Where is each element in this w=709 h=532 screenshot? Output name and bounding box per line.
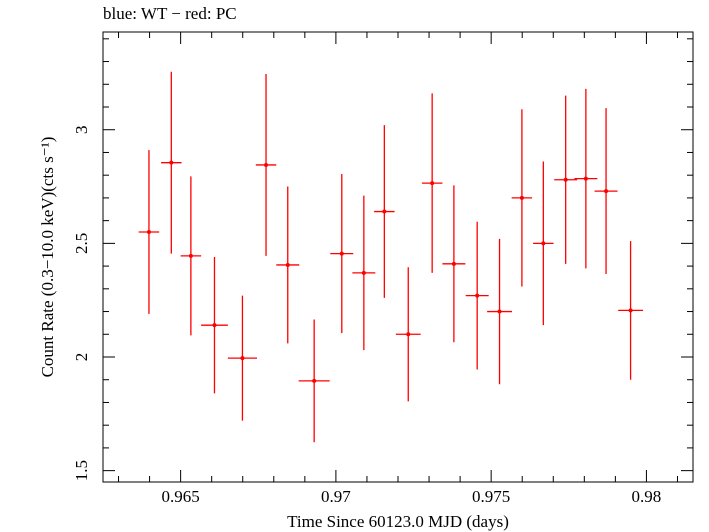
data-point — [487, 238, 512, 385]
point-marker — [240, 356, 245, 361]
point-marker — [541, 241, 546, 246]
y-tick-label: 3 — [72, 125, 91, 134]
chart-title: blue: WT − red: PC — [103, 4, 237, 23]
y-tick-label: 2.5 — [72, 233, 91, 254]
data-point — [330, 174, 354, 334]
point-marker — [430, 181, 435, 186]
data-point — [255, 74, 277, 256]
data-point — [533, 161, 554, 326]
data-point — [138, 150, 160, 314]
data-point — [180, 176, 202, 336]
y-tick-label: 2 — [72, 353, 91, 362]
point-marker — [212, 323, 217, 328]
point-marker — [264, 162, 269, 167]
point-marker — [497, 309, 502, 314]
x-tick-label: 0.98 — [632, 487, 662, 506]
x-axis-label: Time Since 60123.0 MJD (days) — [287, 512, 509, 531]
point-marker — [519, 195, 524, 200]
x-tick-label: 0.965 — [162, 487, 200, 506]
point-marker — [583, 176, 588, 181]
x-tick-label: 0.97 — [321, 487, 351, 506]
data-point — [227, 295, 258, 421]
data-point — [374, 125, 395, 298]
point-marker — [169, 160, 174, 165]
data-point — [511, 109, 533, 287]
data-point — [594, 108, 618, 275]
point-marker — [285, 262, 290, 267]
point-marker — [382, 209, 387, 214]
point-marker — [361, 270, 366, 275]
data-point — [421, 93, 443, 273]
point-marker — [604, 189, 609, 194]
data-point — [554, 95, 578, 264]
x-tick-label: 0.975 — [472, 487, 510, 506]
data-point — [298, 319, 330, 443]
point-marker — [188, 253, 193, 258]
point-marker — [339, 251, 344, 256]
y-tick-label: 1.5 — [72, 460, 91, 481]
data-point — [276, 186, 300, 344]
data-points — [138, 71, 644, 443]
axis-ticks: 0.965 0.97 0.975 0.98 1.5 2 2.5 3 — [72, 32, 693, 506]
data-point — [618, 241, 644, 380]
data-point — [395, 267, 421, 402]
point-marker — [451, 261, 456, 266]
point-marker — [146, 230, 151, 234]
data-point — [465, 221, 489, 370]
point-marker — [406, 332, 411, 337]
point-marker — [628, 308, 633, 313]
point-marker — [475, 293, 480, 298]
y-axis-label: Count Rate (0.3−10.0 keV)(cts s⁻¹) — [38, 137, 57, 378]
data-point — [352, 195, 376, 351]
point-marker — [312, 378, 317, 383]
data-point — [574, 88, 598, 269]
data-point — [161, 71, 182, 254]
data-point — [201, 257, 228, 394]
point-marker — [563, 177, 568, 182]
data-point — [442, 185, 466, 343]
